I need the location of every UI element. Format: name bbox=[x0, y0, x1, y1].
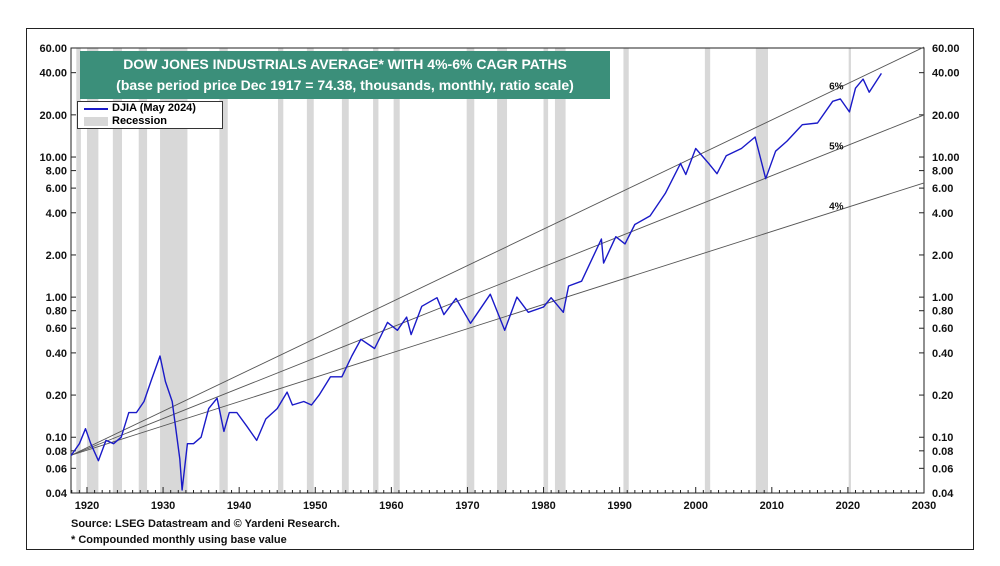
recession-band-14 bbox=[554, 48, 566, 493]
y-tick-label-right: 6.00 bbox=[932, 183, 953, 195]
y-tick-label-left: 10.00 bbox=[39, 152, 67, 164]
y-tick-label-left: 0.06 bbox=[46, 463, 67, 475]
y-tick-label-right: 20.00 bbox=[932, 110, 960, 122]
chart-subtitle: (base period price Dec 1917 = 74.38, tho… bbox=[116, 77, 574, 93]
axis-ticks bbox=[71, 47, 925, 494]
y-tick-label-right: 1.00 bbox=[932, 292, 953, 304]
recession-band-0 bbox=[76, 48, 81, 493]
recession-band-7 bbox=[306, 48, 314, 493]
x-tick-label: 1920 bbox=[75, 500, 99, 512]
recession-band-9 bbox=[373, 48, 379, 493]
recession-band-11 bbox=[466, 48, 475, 493]
chart-title-box: DOW JONES INDUSTRIALS AVERAGE* WITH 4%-6… bbox=[80, 51, 610, 99]
series-line-djia bbox=[70, 73, 882, 491]
y-tick-label-left: 0.04 bbox=[46, 488, 68, 500]
cagr-label-2: 4% bbox=[829, 202, 844, 213]
y-tick-label-left: 1.00 bbox=[46, 292, 67, 304]
recession-band-16 bbox=[704, 48, 711, 493]
recession-band-1 bbox=[86, 48, 99, 493]
y-tick-label-right: 40.00 bbox=[932, 68, 960, 80]
x-tick-label: 1990 bbox=[607, 500, 631, 512]
x-tick-label: 2010 bbox=[760, 500, 784, 512]
recession-band-2 bbox=[112, 48, 122, 493]
y-tick-label-left: 0.08 bbox=[46, 446, 67, 458]
cagr-line-4% bbox=[71, 182, 925, 456]
x-tick-label: 2030 bbox=[912, 500, 936, 512]
chart-title: DOW JONES INDUSTRIALS AVERAGE* WITH 4%-6… bbox=[123, 56, 567, 72]
recession-band-6 bbox=[277, 48, 284, 493]
x-tick-label: 1930 bbox=[151, 500, 175, 512]
recession-band-15 bbox=[623, 48, 629, 493]
y-tick-label-right: 0.20 bbox=[932, 390, 953, 402]
y-tick-label-right: 10.00 bbox=[932, 152, 960, 164]
x-tick-label: 1960 bbox=[379, 500, 403, 512]
source-note: Source: LSEG Datastream and © Yardeni Re… bbox=[71, 518, 340, 530]
cagr-paths bbox=[70, 46, 925, 456]
y-tick-label-right: 0.10 bbox=[932, 432, 953, 444]
y-tick-label-right: 60.00 bbox=[932, 43, 960, 55]
legend-label-recession: Recession bbox=[112, 115, 168, 127]
cagr-line-5% bbox=[70, 114, 925, 456]
cagr-label-1: 5% bbox=[829, 141, 844, 152]
x-tick-label: 2020 bbox=[836, 500, 860, 512]
x-tick-label: 1940 bbox=[227, 500, 251, 512]
y-tick-label-left: 0.20 bbox=[46, 390, 67, 402]
y-tick-label-right: 8.00 bbox=[932, 166, 953, 178]
y-tick-label-right: 0.60 bbox=[932, 323, 953, 335]
y-tick-label-right: 2.00 bbox=[932, 250, 953, 262]
footnote: * Compounded monthly using base value bbox=[71, 534, 287, 546]
x-tick-label: 1980 bbox=[531, 500, 555, 512]
recession-band-18 bbox=[848, 48, 851, 493]
x-tick-label: 1950 bbox=[303, 500, 327, 512]
recession-band-12 bbox=[497, 48, 508, 493]
y-tick-label-left: 60.00 bbox=[39, 43, 67, 55]
recession-band-3 bbox=[138, 48, 148, 493]
y-tick-label-right: 0.80 bbox=[932, 306, 953, 318]
legend-line-swatch bbox=[84, 108, 108, 110]
y-tick-label-right: 4.00 bbox=[932, 208, 953, 220]
recession-band-8 bbox=[341, 48, 349, 493]
recession-band-10 bbox=[393, 48, 400, 493]
y-tick-label-left: 0.40 bbox=[46, 348, 67, 360]
recession-band-17 bbox=[755, 48, 769, 493]
y-tick-label-right: 0.06 bbox=[932, 463, 953, 475]
legend-item-djia: DJIA (May 2024) bbox=[78, 102, 222, 115]
legend-item-recession: Recession bbox=[78, 115, 222, 128]
recession-band-5 bbox=[219, 48, 228, 493]
chart-notes: Source: LSEG Datastream and © Yardeni Re… bbox=[71, 516, 340, 548]
series bbox=[70, 73, 882, 491]
y-tick-label-left: 0.10 bbox=[46, 432, 67, 444]
y-tick-label-left: 0.80 bbox=[46, 306, 67, 318]
legend-label-djia: DJIA (May 2024) bbox=[112, 102, 196, 114]
cagr-line-6% bbox=[70, 46, 925, 456]
legend: DJIA (May 2024) Recession bbox=[77, 101, 223, 129]
cagr-label-0: 6% bbox=[829, 81, 844, 92]
y-tick-label-right: 0.08 bbox=[932, 446, 953, 458]
recession-band-13 bbox=[543, 48, 549, 493]
y-tick-label-left: 20.00 bbox=[39, 110, 67, 122]
recession-bands bbox=[76, 48, 851, 493]
x-tick-label: 2000 bbox=[683, 500, 707, 512]
legend-band-swatch bbox=[84, 117, 108, 126]
axis-labels: 0.04 0.04 0.06 0.06 0.08 0.08 0.10 0.10 0.20 0.20… bbox=[39, 43, 959, 512]
y-tick-label-left: 8.00 bbox=[46, 166, 67, 178]
y-tick-label-left: 6.00 bbox=[46, 183, 67, 195]
y-tick-label-right: 0.40 bbox=[932, 348, 953, 360]
y-tick-label-left: 0.60 bbox=[46, 323, 67, 335]
x-tick-label: 1970 bbox=[455, 500, 479, 512]
y-tick-label-right: 0.04 bbox=[932, 488, 954, 500]
y-tick-label-left: 40.00 bbox=[39, 68, 67, 80]
y-tick-label-left: 2.00 bbox=[46, 250, 67, 262]
y-tick-label-left: 4.00 bbox=[46, 208, 67, 220]
